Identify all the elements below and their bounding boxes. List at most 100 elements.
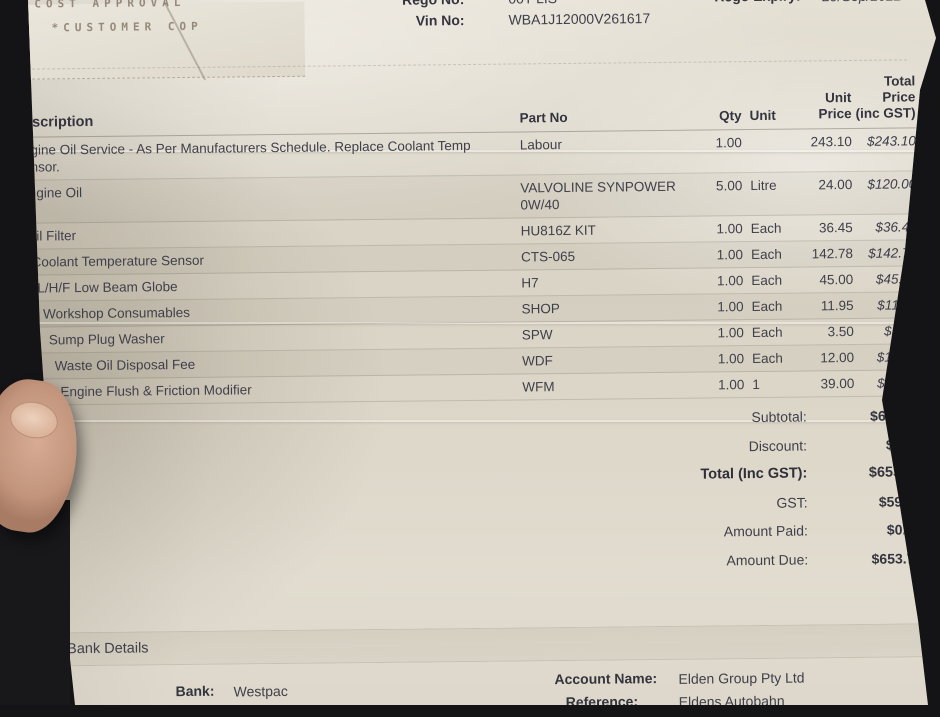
cell-unit: Each [750,246,782,263]
total-label: Subtotal: [751,408,807,426]
thumb-flesh [0,374,87,538]
cell-description: Coolant Temperature Sensor [31,252,204,270]
cell-description: Sump Plug Washer [48,331,165,348]
table-header-row: Description Part No Qty Unit Unit Price … [13,73,916,138]
cell-total-price: $120.00 [867,176,917,192]
cell-qty: 1.00 [718,377,745,393]
cell-part-no: WFM [522,379,555,395]
cell-unit-price: 24.00 [818,176,853,193]
total-label: Total (Inc GST): [700,465,808,483]
cell-part-no: SHOP [521,301,560,317]
cell-unit-price: 142.78 [811,245,854,262]
total-value: $653.78 [870,407,921,424]
cell-description: Oil Filter [25,228,77,244]
cell-unit: Each [751,272,783,289]
cell-unit: Each [751,298,783,315]
cell-qty: 1.00 [717,351,745,367]
cell-description: Engine Oil Service - As Per Manufacturer… [13,137,471,175]
cell-total-price: $45.00 [875,271,918,287]
col-header-description: Description [13,113,94,131]
total-row: Total (Inc GST): $653.78 [561,464,921,496]
col-header-qty: Qty [718,108,742,124]
col-header-total-line1: Total [883,73,916,89]
rego-expiry-value: 29/Sep/2022 [822,0,902,4]
bank-details-band: Bank Details [48,623,926,667]
cell-unit-price: 36.45 [818,219,853,236]
cell-qty: 1.00 [716,247,744,263]
cell-unit: Each [750,220,782,237]
cell-part-no: WDF [522,353,553,369]
cell-qty: 1.00 [716,273,744,289]
col-header-total-line3: (inc GST) [855,105,916,121]
bank-details-title: Bank Details [67,640,149,658]
total-row: Amount Due: $653.78 [562,550,922,582]
col-header-unit: Unit [749,107,776,124]
cell-description: Workshop Consumables [43,304,190,322]
cell-part-no: Labour [519,137,562,153]
cell-total-price: $39.00 [876,375,919,391]
total-value: $59.43 [878,492,922,510]
cell-qty: 1.00 [716,221,743,237]
total-label: Amount Due: [726,550,809,568]
totals-section: Subtotal: $653.78 Discount: $0.00 Total … [561,407,923,582]
cell-total-price: $36.45 [875,219,917,235]
cell-unit: 1 [752,376,760,393]
cell-qty: 1.00 [717,299,744,315]
cell-unit-price: 12.00 [820,349,855,366]
cell-description: Waste Oil Disposal Fee [54,356,196,374]
total-row: Discount: $0.00 [561,436,922,468]
dark-background-corner [0,500,70,705]
cell-total-price: $12.00 [876,349,919,365]
rego-expiry-label: Rego Expiry: [714,0,801,4]
cell-total-price: $3.50 [883,323,918,339]
account-name-value: Elden Group Pty Ltd [678,669,805,687]
col-header-unit-price-line1: Unit [825,89,852,106]
col-header-total-line2: Price [882,89,916,105]
cell-total-price: $243.10 [866,133,916,149]
cell-unit: Each [752,350,783,367]
bank-label: Bank: [175,682,215,700]
cell-description: Engine Oil [19,185,83,201]
account-name-label: Account Name: [554,670,658,688]
cell-description: Engine Flush & Friction Modifier [60,382,252,400]
paper-crease [28,150,936,152]
vin-no-value: WBA1J12000V261617 [508,10,651,28]
cell-qty: 1.00 [715,135,742,151]
cell-unit: Litre [750,177,777,194]
total-value: $0.00 [886,521,922,538]
reference-value: Eldens Autobahn [678,692,785,710]
paper-crease [28,420,936,422]
paper-crease [28,322,936,324]
cell-description: L/H/F Low Beam Globe [37,279,178,296]
rego-no-label: Rego No: [394,0,464,8]
thumb-holding-paper [0,374,87,538]
cell-total-price: $142.78 [868,245,918,261]
cell-unit-price: 39.00 [820,375,855,392]
total-value: $653.78 [871,549,923,567]
cell-part-no: VALVOLINE SYNPOWER 0W/40 [520,178,676,213]
col-header-unit-price: Unit Price [791,90,851,123]
cell-total-price: $11.95 [877,297,918,313]
total-label: Discount: [748,436,808,454]
customer-copy-stamp: *CUSTOMER COP [51,19,203,35]
total-label: GST: [776,493,808,511]
total-label: Amount Paid: [723,522,808,540]
cell-qty: 1.00 [717,325,744,341]
cost-approval-stamp: COST APPROVAL [34,0,186,11]
cell-unit-price: 45.00 [819,271,854,288]
total-value: $653.78 [868,464,922,481]
reference-label: Reference: [565,693,639,711]
total-row: Subtotal: $653.78 [561,407,921,439]
line-items-table: Description Part No Qty Unit Unit Price … [13,73,919,406]
cell-qty: 5.00 [715,178,743,194]
col-header-part-no: Part No [519,109,568,126]
vin-no-label: Vin No: [415,12,465,29]
total-row: GST: $59.43 [562,493,922,525]
col-header-unit-price-line2: Price [818,105,852,122]
rego-no-value: 00T LIS [508,0,557,7]
col-header-total-price: Total Price (inc GST) [851,73,915,122]
total-row: Amount Paid: $0.00 [562,521,922,553]
